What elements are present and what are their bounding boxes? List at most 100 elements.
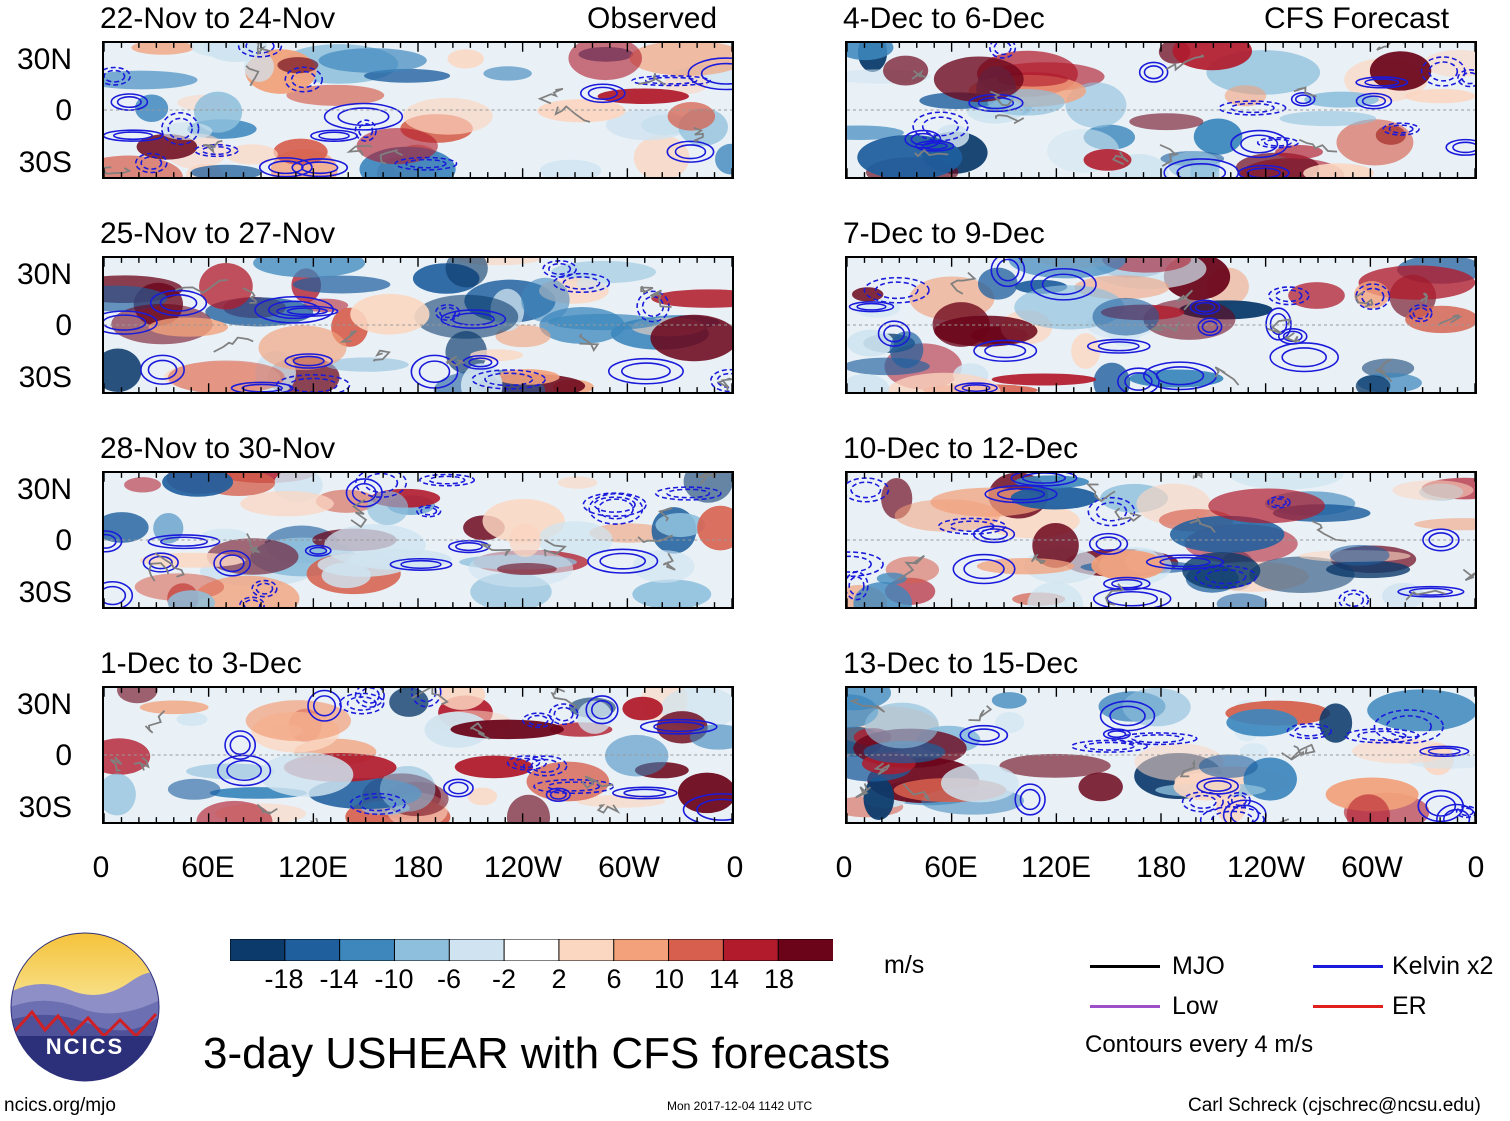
kelvin-contour (597, 498, 634, 520)
lon-label-60e: 60E (181, 851, 235, 884)
kelvin-contour (104, 585, 127, 606)
coastline (1311, 520, 1347, 542)
shading-blob (847, 688, 892, 711)
shading-blob (1303, 163, 1374, 177)
colorbar-swatch (668, 938, 725, 962)
kelvin-contour (1107, 730, 1127, 739)
shading-blob (715, 143, 732, 175)
kelvin-contour (410, 354, 459, 389)
kelvin-contour (921, 142, 948, 151)
kelvin-contours (104, 473, 722, 607)
shading-blob (494, 369, 560, 385)
shading-blob (467, 787, 498, 806)
kelvin-contour (1099, 700, 1156, 732)
kelvin-contour (1014, 783, 1046, 816)
shading-blob (167, 778, 221, 800)
kelvin-contour (963, 558, 1005, 580)
shading-blob (167, 590, 215, 607)
coastline (1267, 318, 1292, 334)
colorbar-swatch (558, 938, 615, 962)
kelvin-contour (345, 478, 383, 508)
kelvin-contour (1290, 91, 1316, 107)
shading-blob (447, 49, 484, 69)
kelvin-contour (237, 43, 283, 58)
shading-blob (521, 277, 570, 323)
coastline (693, 126, 704, 142)
kelvin-contour (523, 755, 568, 777)
shading-blob (1319, 703, 1353, 743)
kelvin-contour (1361, 95, 1387, 107)
shading-blob (689, 724, 732, 750)
kelvin-contour (848, 576, 865, 596)
kelvin-contour (530, 758, 560, 773)
kelvin-contour (1205, 569, 1247, 585)
colorbar-swatch (777, 938, 834, 962)
shading-blob (194, 91, 243, 133)
kelvin-contour (959, 724, 1009, 746)
shading-blob (1224, 85, 1267, 107)
logo-text: NCICS (46, 1034, 124, 1059)
shading-blob (568, 43, 642, 81)
kelvin-contour (193, 143, 239, 158)
shading-blob (379, 765, 436, 812)
kelvin-contour (1155, 366, 1205, 386)
kelvin-contour (1199, 805, 1265, 822)
shading-blob (414, 294, 519, 339)
coastline (662, 552, 676, 571)
coastline (339, 330, 357, 343)
lon-label-180: 180 (1135, 851, 1187, 884)
kelvin-contour (587, 548, 659, 574)
kelvin-contour (292, 355, 325, 367)
shading-blob (994, 711, 1025, 733)
coastlines (110, 688, 621, 822)
map-panel-obs-1 (102, 41, 734, 179)
shading-blob (1367, 689, 1475, 732)
shading-blob (176, 712, 208, 727)
shading-blob (1346, 794, 1391, 822)
shading-blob (1092, 297, 1160, 336)
shading-blob (1239, 743, 1269, 761)
lon-label-0: 0 (92, 851, 110, 884)
colorbar-swatch (613, 938, 670, 962)
kelvin-contour (588, 493, 644, 525)
shading-blob (117, 688, 158, 704)
kelvin-contour (674, 144, 707, 160)
axis-ticks (104, 688, 732, 822)
kelvin-contour (904, 129, 942, 149)
kelvin-contour (339, 692, 385, 715)
coastline (554, 105, 591, 123)
coastline (1462, 568, 1475, 582)
contour-note: Contours every 4 m/s (1085, 1031, 1314, 1058)
shading-blob (1249, 556, 1355, 594)
kelvin-contour (1294, 94, 1312, 105)
shading-blob (864, 702, 939, 749)
shading-blob (367, 490, 409, 526)
coastline (379, 149, 403, 165)
shading-blob (576, 276, 611, 292)
shading-blob (933, 56, 1024, 102)
lon-label-120e: 120E (1020, 851, 1092, 884)
shading-blob (991, 692, 1027, 709)
kelvin-contour (112, 131, 154, 141)
shading-blob (1228, 473, 1344, 490)
shading-blob (445, 258, 488, 288)
kelvin-contour (696, 798, 732, 821)
shading-blob (1032, 523, 1079, 568)
kelvin-contour (1103, 576, 1151, 591)
website-link[interactable]: ncics.org/mjo (4, 1095, 116, 1116)
coastline (242, 287, 257, 304)
kelvin-contour (700, 62, 732, 85)
kelvin-contour (1408, 304, 1433, 323)
kelvin-contour (1256, 136, 1299, 149)
kelvin-contour (1388, 124, 1414, 134)
shading-blob (1091, 550, 1165, 581)
lon-label-120e: 120E (277, 851, 349, 884)
shading-blob (225, 144, 278, 165)
coastline (148, 562, 170, 582)
kelvin-contour (355, 473, 408, 498)
kelvin-contour (848, 301, 895, 313)
shading-blob (186, 763, 276, 780)
shading-blob (1078, 772, 1123, 802)
kelvin-contour (323, 102, 404, 131)
colorbar-swatch (339, 938, 396, 962)
